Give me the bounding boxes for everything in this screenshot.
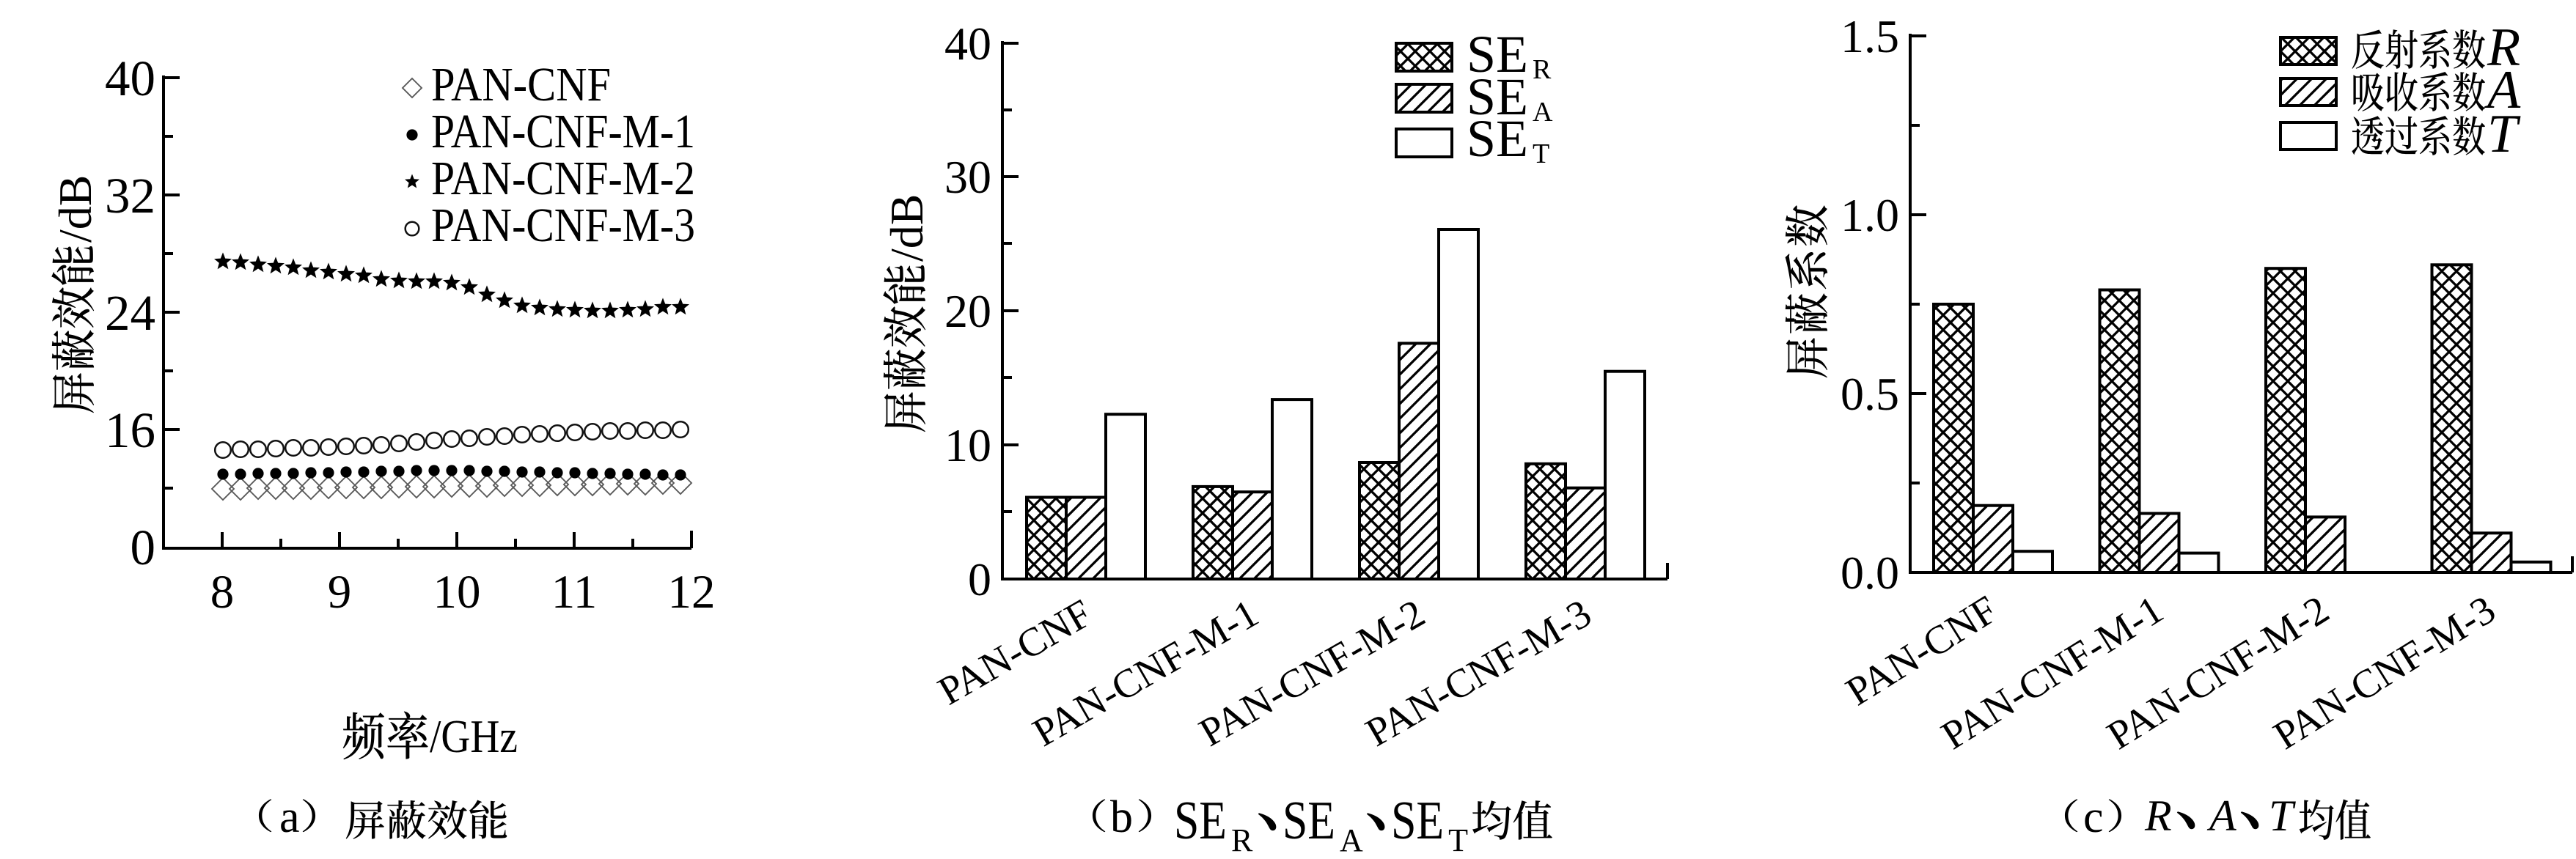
svg-text:PAN-CNF: PAN-CNF	[431, 58, 611, 111]
svg-text:16: 16	[105, 402, 155, 458]
svg-text:SE: SE	[1467, 109, 1528, 168]
svg-text:10: 10	[944, 419, 991, 471]
svg-text:T: T	[2487, 104, 2521, 164]
svg-text:A: A	[2206, 792, 2236, 840]
svg-text:0: 0	[131, 520, 156, 575]
svg-text:9: 9	[328, 566, 352, 619]
svg-text:PAN-CNF-M-3: PAN-CNF-M-3	[431, 199, 695, 252]
svg-text:40: 40	[944, 18, 991, 70]
svg-text:/GHz: /GHz	[430, 710, 518, 762]
svg-text:0: 0	[968, 553, 991, 605]
svg-text:SE: SE	[1283, 791, 1335, 851]
svg-text:30: 30	[944, 151, 991, 203]
svg-text:c: c	[2083, 792, 2104, 842]
svg-text:10: 10	[433, 566, 481, 619]
svg-text:T: T	[2269, 792, 2296, 840]
svg-text:T: T	[1448, 822, 1468, 858]
svg-text:40: 40	[105, 51, 155, 106]
svg-text:PAN-CNF-M-2: PAN-CNF-M-2	[431, 152, 695, 205]
svg-text:T: T	[1533, 139, 1549, 169]
svg-text:12: 12	[668, 566, 716, 619]
svg-text:A: A	[2484, 60, 2521, 120]
svg-text:PAN-CNF-M-1: PAN-CNF-M-1	[431, 105, 695, 158]
svg-text:SE: SE	[1467, 25, 1528, 84]
svg-text:/dB: /dB	[49, 175, 101, 243]
svg-text:b: b	[1110, 792, 1133, 842]
svg-text:24: 24	[105, 285, 155, 341]
svg-text:R: R	[2144, 792, 2172, 840]
svg-text:R: R	[2487, 18, 2520, 78]
svg-text:R: R	[1231, 822, 1253, 858]
svg-text:32: 32	[105, 168, 155, 224]
svg-text:A: A	[1340, 822, 1363, 858]
svg-text:a: a	[279, 792, 300, 842]
svg-text:SE: SE	[1467, 67, 1528, 126]
svg-text:0.5: 0.5	[1841, 368, 1899, 420]
svg-text:SE: SE	[1391, 791, 1444, 851]
svg-text:0.0: 0.0	[1841, 547, 1899, 599]
svg-text:1.0: 1.0	[1841, 189, 1899, 241]
svg-text:A: A	[1533, 97, 1553, 128]
svg-text:20: 20	[944, 285, 991, 337]
svg-text:11: 11	[551, 566, 598, 619]
svg-text:8: 8	[210, 566, 235, 619]
svg-text:/dB: /dB	[881, 194, 933, 262]
svg-text:R: R	[1533, 54, 1552, 85]
svg-text:1.5: 1.5	[1841, 10, 1899, 62]
svg-text:SE: SE	[1174, 791, 1227, 851]
